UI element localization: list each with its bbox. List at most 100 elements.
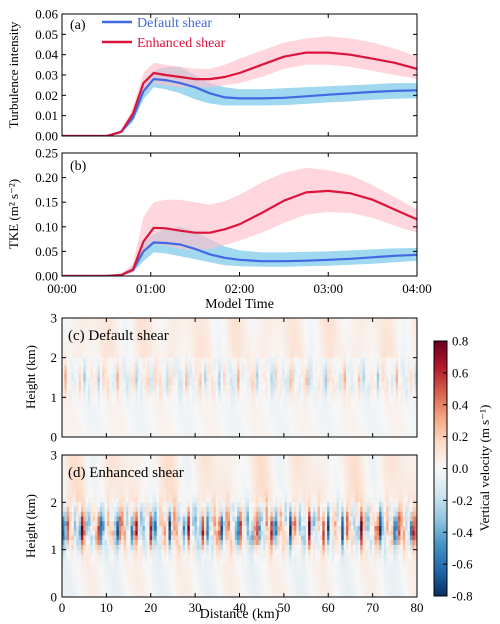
heatmap-cell	[201, 425, 205, 430]
heatmap-cell	[407, 455, 411, 461]
heatmap-cell	[412, 455, 416, 461]
heatmap-cell	[308, 397, 311, 402]
heatmap-cell	[390, 341, 394, 347]
heatmap-cell	[218, 413, 221, 418]
heatmap-cell	[327, 413, 330, 418]
heatmap-cell	[220, 318, 224, 323]
heatmap-cell	[97, 459, 101, 465]
heatmap-cell	[125, 459, 129, 465]
heatmap-cell	[137, 464, 141, 470]
heatmap-cell	[159, 345, 162, 351]
heatmap-cell	[322, 361, 326, 366]
heatmap-cell	[192, 345, 195, 351]
heatmap-cell	[201, 409, 205, 414]
heatmap-cell	[289, 381, 292, 386]
heatmap-cell	[199, 401, 203, 406]
heatmap-cell	[296, 385, 300, 390]
heatmap-cell	[177, 341, 181, 347]
heatmap-cell	[393, 381, 397, 386]
heatmap-cell	[88, 377, 91, 382]
heatmap-cell	[286, 417, 290, 422]
heatmap-cell	[376, 377, 380, 382]
heatmap-cell	[286, 325, 290, 331]
heatmap-cell	[310, 429, 314, 434]
heatmap-cell	[163, 385, 167, 390]
heatmap-cell	[405, 345, 408, 351]
heatmap-cell	[114, 377, 117, 382]
heatmap-cell	[322, 459, 326, 465]
heatmap-cell	[367, 373, 371, 378]
heatmap-cell	[177, 321, 181, 327]
heatmap-cell	[66, 409, 70, 414]
heatmap-cell	[327, 321, 330, 327]
heatmap-cell	[121, 345, 124, 351]
heatmap-cell	[412, 369, 416, 374]
heatmap-cell	[263, 425, 266, 430]
heatmap-cell	[244, 325, 247, 331]
heatmap-cell	[296, 397, 300, 402]
heatmap-cell	[393, 377, 397, 382]
heatmap-cell	[364, 389, 368, 394]
heatmap-cell	[201, 318, 205, 323]
heatmap-cell	[116, 464, 120, 470]
heatmap-cell	[338, 455, 342, 461]
heatmap-cell	[398, 321, 401, 327]
heatmap-cell	[265, 429, 269, 434]
heatmap-cell	[334, 341, 337, 347]
heatmap-cell	[256, 333, 259, 339]
heatmap-cell	[329, 421, 333, 426]
heatmap-cell	[170, 393, 174, 398]
heatmap-cell	[350, 413, 354, 418]
heatmap-cell	[369, 433, 373, 437]
heatmap-cell	[180, 357, 184, 363]
heatmap-cell	[83, 385, 87, 390]
heatmap-cell	[213, 459, 217, 465]
heatmap-cell	[170, 369, 174, 374]
heatmap-cell	[414, 365, 417, 370]
heatmap-cell	[76, 365, 79, 370]
heatmap-cell	[258, 455, 262, 461]
heatmap-cell	[360, 369, 363, 374]
heatmap-cell	[118, 333, 122, 339]
heatmap-cell	[102, 373, 105, 378]
heatmap-cell	[180, 429, 184, 434]
heatmap-cell	[253, 409, 257, 414]
heatmap-cell	[284, 377, 288, 382]
heatmap-cell	[251, 393, 255, 398]
heatmap-cell	[348, 357, 352, 363]
heatmap-cell	[360, 385, 363, 390]
heatmap-cell	[71, 321, 75, 327]
heatmap-cell	[414, 455, 417, 461]
heatmap-cell	[315, 429, 318, 434]
heatmap-cell	[234, 464, 238, 470]
heatmap-cell	[182, 318, 186, 323]
heatmap-cell	[350, 405, 354, 410]
heatmap-cell	[92, 365, 96, 370]
heatmap-cell	[277, 337, 281, 343]
heatmap-cell	[85, 401, 89, 406]
heatmap-cell	[125, 389, 129, 394]
heatmap-cell	[284, 389, 288, 394]
heatmap-cell	[66, 353, 70, 359]
heatmap-cell	[291, 409, 295, 414]
heatmap-cell	[99, 464, 103, 470]
heatmap-cell	[303, 353, 307, 359]
heatmap-cell	[204, 405, 207, 410]
heatmap-cell	[133, 417, 136, 422]
heatmap-cell	[76, 409, 79, 414]
heatmap-cell	[372, 459, 375, 465]
heatmap-cell	[151, 333, 155, 339]
heatmap-cell	[246, 393, 250, 398]
heatmap-cell	[319, 321, 323, 327]
heatmap-cell	[393, 397, 397, 402]
heatmap-cell	[192, 397, 195, 402]
heatmap-cell	[284, 345, 288, 351]
heatmap-cell	[189, 413, 193, 418]
heatmap-cell	[76, 369, 79, 374]
heatmap-cell	[163, 369, 167, 374]
heatmap-cell	[331, 377, 335, 382]
heatmap-cell	[135, 369, 139, 374]
heatmap-cell	[275, 459, 278, 465]
heatmap-cell	[346, 333, 349, 339]
heatmap-cell	[350, 353, 354, 359]
